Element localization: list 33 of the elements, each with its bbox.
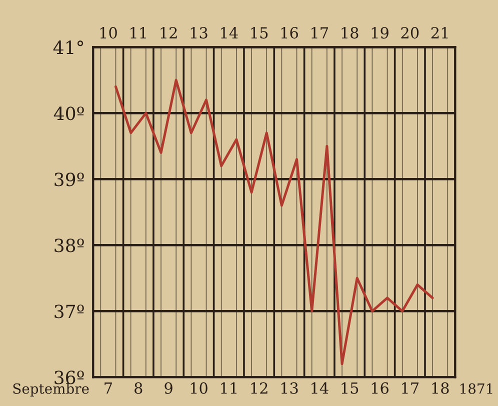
x2-tick-label: 10 [100,27,117,39]
y-tick-label: 36º [54,370,84,384]
x2-tick-label: 18 [342,27,358,39]
y-tick-label: 40º [54,106,84,120]
x-tick-label: 14 [312,382,328,394]
text: 1871 [460,383,492,394]
x-tick-label: 11 [221,382,236,394]
x-tick-label: 8 [134,382,142,394]
y-tick-label: 39º [54,172,84,186]
x2-tick-label: 20 [401,27,419,39]
x2-tick-label: 17 [312,27,328,38]
x2-tick-label: 19 [372,27,388,39]
x-tick-label: 17 [402,382,419,394]
x-tick-label: 10 [190,382,208,394]
x-tick-label: 18 [432,382,449,394]
x2-tick-label: 15 [251,27,268,39]
x2-tick-label: 13 [190,27,208,39]
x-tick-label: 12 [251,382,268,394]
y-tick-label: 38º [54,238,84,252]
y-tick-label: 37º [54,304,84,318]
line-series [114,78,434,366]
x2-tick-label: 14 [221,27,238,38]
x-tick-label: 7 [104,382,112,394]
x-axis-title: Septembre [13,383,89,397]
x2-tick-label: 21 [431,27,448,38]
x2-tick-label: 11 [130,27,146,38]
x-tick-label: 13 [281,382,298,394]
x2-tick-label: 12 [160,27,177,38]
x-tick-label: 15 [342,382,358,394]
x-tick-label: 16 [372,382,389,394]
x-tick-label: 9 [164,382,172,394]
x2-tick-label: 16 [281,27,298,39]
y-tick-label: 41° [53,40,84,54]
